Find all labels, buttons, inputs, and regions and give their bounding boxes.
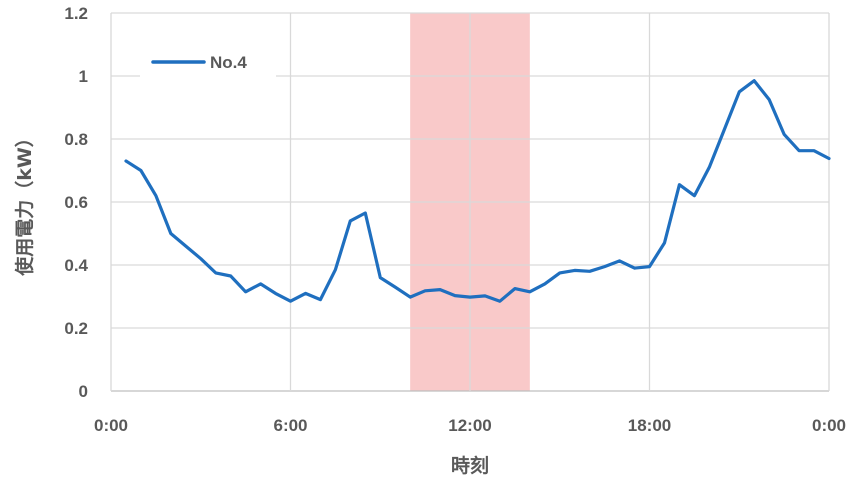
y-tick-label: 0: [79, 382, 88, 401]
y-tick-label: 1: [79, 67, 88, 86]
x-tick-label: 18:00: [628, 416, 671, 435]
y-axis-title: 使用電力（kW）: [13, 128, 36, 277]
y-tick-label: 0.6: [64, 193, 88, 212]
y-tick-label: 0.8: [64, 130, 88, 149]
y-tick-label: 1.2: [64, 4, 88, 23]
y-tick-label: 0.2: [64, 319, 88, 338]
x-tick-label: 12:00: [448, 416, 491, 435]
legend-label: No.4: [210, 53, 247, 72]
x-tick-label: 0:00: [94, 416, 128, 435]
x-axis-title: 時刻: [451, 454, 489, 477]
series-line: [124, 79, 831, 303]
y-tick-label: 0.4: [64, 256, 88, 275]
x-tick-label: 0:00: [812, 416, 846, 435]
x-tick-label: 6:00: [273, 416, 307, 435]
legend: No.4: [140, 44, 276, 78]
